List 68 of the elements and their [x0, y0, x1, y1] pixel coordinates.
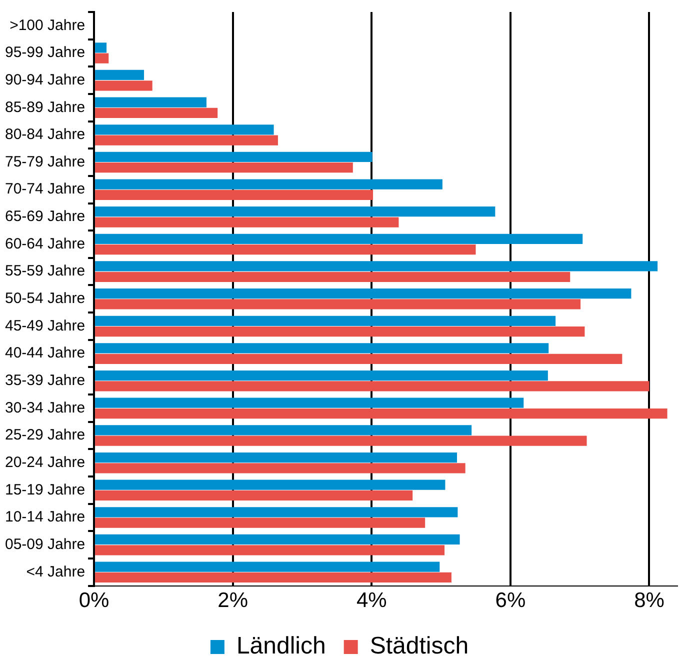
y-tick-label: 05-09 Jahre: [4, 536, 86, 553]
y-tick-label: >100 Jahre: [10, 16, 86, 34]
y-tick-label: 75-79 Jahre: [4, 153, 86, 170]
bar: [95, 53, 109, 64]
bar: [95, 316, 556, 326]
bar: [95, 179, 442, 190]
bar: [95, 261, 658, 272]
bar: [95, 452, 458, 463]
bar: [95, 562, 440, 572]
bar: [95, 507, 458, 518]
y-tick-label: 55-59 Jahre: [4, 262, 86, 280]
y-tick-label: 65-69 Jahre: [4, 208, 86, 226]
bar: [95, 408, 668, 419]
x-tick-label: 2%: [218, 589, 248, 612]
bar: [95, 42, 107, 53]
bar: [95, 190, 374, 200]
x-tick-label: 4%: [356, 589, 387, 612]
bar: [95, 354, 622, 364]
y-tick-label: 90-94 Jahre: [4, 71, 86, 88]
x-tick-label: 6%: [495, 589, 526, 612]
y-tick-label: 40-44 Jahre: [4, 344, 86, 362]
bar: [95, 162, 353, 173]
bar: [95, 490, 413, 501]
bar: [95, 572, 452, 583]
x-tick-label: 8%: [634, 589, 664, 612]
bar: [95, 381, 650, 392]
y-tick-label: 10-14 Jahre: [4, 508, 86, 526]
bar: [95, 124, 274, 135]
bar: [95, 288, 632, 299]
bar: [95, 152, 372, 162]
bar: [95, 398, 524, 408]
bar: [95, 299, 581, 310]
bar: [95, 480, 446, 490]
bar: [95, 518, 426, 528]
bar: [95, 534, 460, 545]
y-tick-label: 50-54 Jahre: [4, 290, 86, 308]
bar: [95, 343, 549, 354]
bar: [95, 70, 144, 80]
legend-label: Städtisch: [370, 632, 469, 660]
bar: [95, 436, 587, 446]
bar: [95, 370, 548, 381]
legend-label: Ländlich: [236, 632, 326, 660]
bar: [95, 80, 152, 91]
bar: [95, 272, 570, 282]
bar: [95, 217, 399, 228]
bar: [95, 244, 476, 255]
bar: [95, 97, 206, 108]
y-tick-label: 30-34 Jahre: [4, 399, 86, 416]
y-tick-label: <4 Jahre: [26, 563, 86, 580]
bar: [95, 234, 583, 244]
bar: [95, 135, 278, 146]
y-tick-label: 85-89 Jahre: [4, 98, 86, 116]
y-tick-label: 70-74 Jahre: [4, 180, 86, 198]
y-tick-label: 25-29 Jahre: [4, 426, 86, 444]
bar: [95, 108, 218, 118]
y-tick-label: 80-84 Jahre: [4, 126, 86, 144]
bar: [95, 326, 585, 337]
bar: [95, 206, 496, 217]
bar: [95, 463, 466, 474]
y-tick-label: 95-99 Jahre: [4, 44, 86, 62]
y-tick-label: 45-49 Jahre: [4, 317, 86, 334]
y-tick-label: 15-19 Jahre: [4, 481, 86, 498]
y-tick-label: 60-64 Jahre: [4, 235, 86, 252]
y-tick-label: 20-24 Jahre: [4, 454, 86, 471]
x-tick-label: 0%: [78, 589, 110, 612]
bar: [95, 545, 445, 556]
y-tick-label: 35-39 Jahre: [4, 372, 86, 390]
bar: [95, 425, 472, 436]
